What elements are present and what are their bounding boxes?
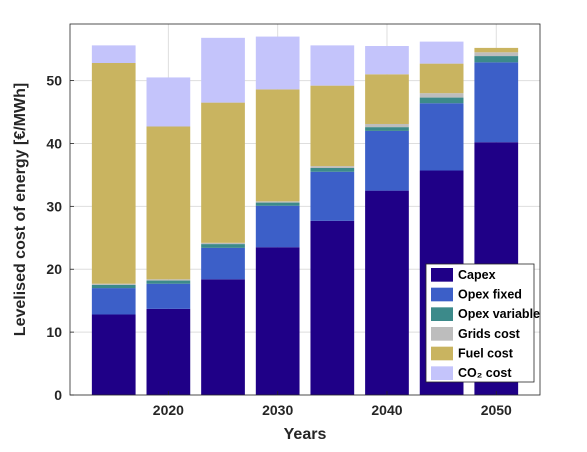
bar-segment [310,45,355,86]
bar-segment [365,123,409,128]
bar-segment [91,314,136,395]
x-tick-label: 2050 [481,402,512,418]
y-axis-label: Levelised cost of energy [€/MWh] [12,83,29,336]
bar-segment [255,89,300,202]
bar-segment [201,242,245,245]
bar-segment [365,74,409,124]
bar-segment [419,93,464,98]
bar-segment [474,62,519,143]
bar-segment [365,127,409,131]
x-tick-label: 2040 [371,402,402,418]
legend-label: Opex fixed [458,288,522,302]
bar-segment [255,202,300,206]
bar-segment [201,247,245,280]
bar-segment [146,308,191,395]
y-tick-label: 50 [46,73,62,89]
legend-swatch [431,268,453,282]
bar-segment [255,36,300,90]
legend-swatch [431,346,453,361]
bar-segment [201,37,245,103]
legend-box [425,263,535,383]
bar-segment [146,283,191,309]
bar-segment [419,103,464,171]
bar-segment [255,247,300,395]
legend-label: Capex [458,268,496,282]
bar-segment [474,52,519,57]
y-tick-label: 20 [46,261,62,277]
bar-segment [91,288,136,315]
x-axis-label: Years [284,426,327,443]
y-tick-label: 10 [46,324,62,340]
y-tick-label: 0 [54,387,62,403]
y-tick-label: 30 [46,198,62,214]
bar-segment [474,56,519,63]
bar-segment [255,201,300,203]
bar-segment [201,244,245,248]
bar-segment [146,279,191,281]
bar-segment [365,130,409,191]
bar-segment [310,85,355,167]
legend-label: Opex variable [458,307,540,321]
legend-label: Fuel cost [458,347,514,361]
bar-segment [474,47,519,53]
legend-swatch [431,287,453,302]
bar-segment [255,205,300,248]
bar-segment [201,102,245,243]
legend-swatch [431,366,453,380]
bar-segment [201,279,245,395]
bar-segment [91,283,136,285]
bar-segment [91,45,136,63]
bar-segment [91,62,136,284]
legend-label: CO₂ cost [458,366,512,380]
bar-segment [91,284,136,289]
bar-segment [310,167,355,172]
bar-segment [365,190,409,395]
plot-frame [69,23,541,396]
x-tick-label: 2020 [153,402,184,418]
bar-segment [146,77,191,127]
y-tick-label: 40 [46,135,62,151]
bar-segment [365,46,409,75]
bar-segment [146,126,191,280]
x-tick-label: 2030 [262,402,293,418]
bar-segment [419,97,464,104]
bars [91,36,519,395]
legend-swatch [431,327,453,341]
bar-segment [146,280,191,284]
legend-swatch [431,307,453,321]
legend-label: Grids cost [458,327,521,341]
legend: Capex Opex fixed Opex variable Grids cost Fu… [425,263,540,383]
bar-segment [310,171,355,221]
bar-segment [310,166,355,168]
bar-segment [419,41,464,64]
bar-segment [419,63,464,94]
bar-segment [310,220,355,395]
